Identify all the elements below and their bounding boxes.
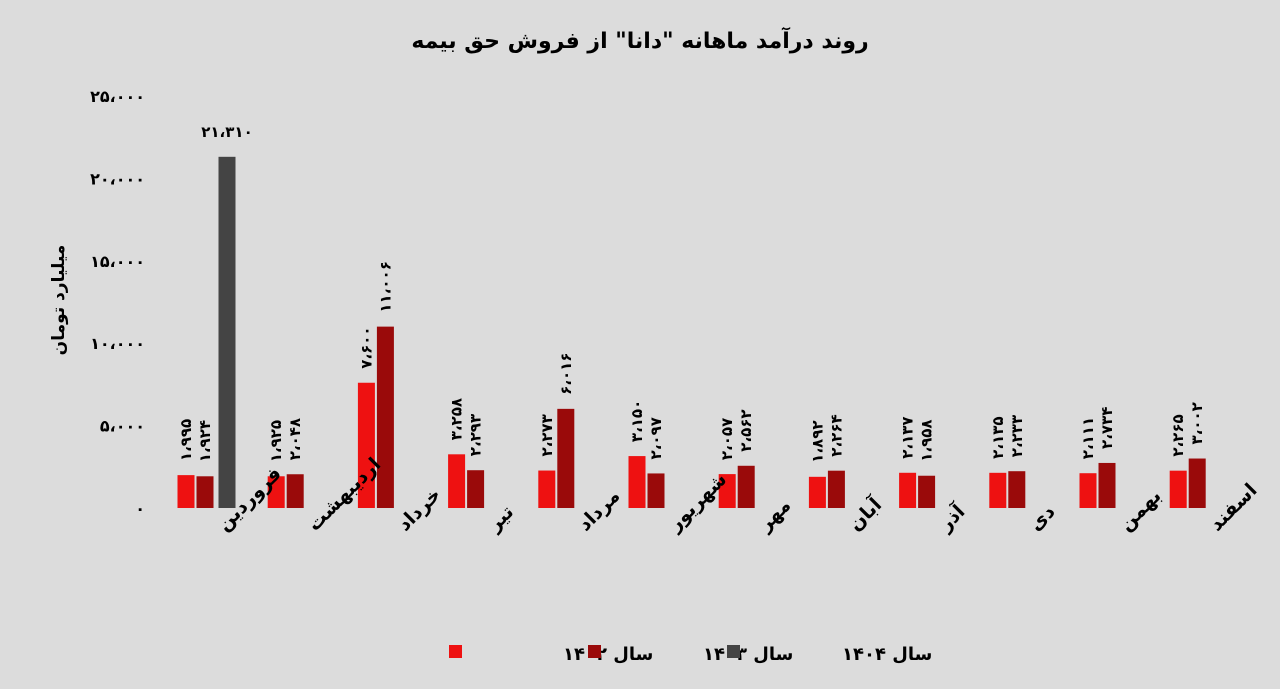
data-label: ۱،۹۲۵ [267, 420, 285, 462]
bar [218, 156, 236, 508]
bar [286, 474, 304, 508]
bar [647, 473, 665, 508]
bar [989, 472, 1007, 508]
bar [737, 465, 755, 508]
y-tick-label: ۲۰،۰۰۰ [90, 169, 145, 188]
data-label: ۷،۶۰۰ [357, 326, 375, 368]
data-label: ۲،۲۷۳ [538, 414, 556, 456]
chart-title: روند درآمد ماهانه "دانا" از فروش حق بیمه [411, 26, 868, 54]
x-tick-label: آذر [932, 499, 969, 536]
data-label: ۲،۱۳۷ [899, 416, 917, 458]
bar [467, 470, 485, 508]
bar [196, 476, 214, 508]
legend: سال ۱۴۰۲ سال ۱۴۰۳ سال ۱۴۰۴ [449, 644, 932, 665]
bar [718, 474, 736, 508]
legend-label: سال ۱۴۰۲ [563, 644, 653, 665]
x-tick-label: خرداد [393, 484, 445, 536]
legend-swatch [727, 645, 740, 658]
data-label: ۲،۲۶۵ [1169, 414, 1187, 456]
bar [899, 472, 917, 508]
y-tick-label: ۱۰،۰۰۰ [90, 334, 145, 353]
x-tick-label: مرداد [574, 485, 625, 536]
legend-swatch [588, 645, 601, 658]
bar [1008, 471, 1026, 508]
data-label: ۲،۲۳۳ [1008, 415, 1026, 457]
x-tick-label: اسفند [1205, 479, 1261, 535]
legend-label: سال ۱۴۰۴ [842, 644, 932, 665]
bar [1169, 470, 1187, 508]
bar [808, 476, 826, 508]
data-label: ۲،۱۳۵ [989, 416, 1007, 458]
data-label: ۱،۹۲۴ [196, 420, 214, 462]
data-label: ۳،۱۵۰ [628, 400, 646, 442]
data-label: ۲،۵۶۲ [737, 409, 755, 451]
y-tick-label: ۰ [135, 499, 145, 518]
x-tick-label: بهمن [1115, 485, 1166, 536]
bar [448, 454, 466, 508]
data-label: ۲،۰۴۸ [286, 418, 304, 460]
bar [918, 475, 936, 508]
x-tick-label: مهر [753, 494, 795, 536]
bar [628, 456, 646, 508]
data-label: ۱،۹۵۸ [918, 419, 936, 461]
data-label: ۲،۲۹۳ [467, 414, 485, 456]
bar [357, 382, 375, 508]
bar [827, 470, 845, 508]
data-label: ۱۱،۰۰۶ [376, 261, 394, 312]
bar [1098, 462, 1116, 508]
y-tick-label: ۵،۰۰۰ [100, 417, 145, 436]
bar [557, 408, 575, 508]
y-axis-ticks: ۰ ۵،۰۰۰ ۱۰،۰۰۰ ۱۵،۰۰۰ ۲۰،۰۰۰ ۲۵،۰۰۰ [90, 87, 145, 518]
bar [1079, 473, 1097, 508]
data-label: ۲،۱۱۱ [1079, 417, 1097, 459]
legend-label: سال ۱۴۰۳ [703, 644, 793, 665]
y-axis-label: میلیارد تومان [49, 245, 69, 356]
data-label: ۱،۸۹۲ [808, 420, 826, 462]
data-label: ۲،۲۶۴ [827, 414, 845, 456]
data-label: ۲،۰۵۷ [718, 418, 736, 460]
bar [538, 470, 556, 508]
bar [376, 326, 394, 508]
data-label: ۱،۹۹۵ [177, 419, 195, 461]
legend-swatch [449, 645, 462, 658]
y-tick-label: ۲۵،۰۰۰ [90, 87, 145, 106]
bars [177, 156, 1206, 508]
data-label: ۲،۰۹۷ [647, 417, 665, 459]
bar [1188, 458, 1206, 508]
y-tick-label: ۱۵،۰۰۰ [90, 252, 145, 271]
x-tick-label: تیر [483, 501, 518, 536]
x-tick-label: دی [1025, 501, 1060, 536]
bar [267, 476, 285, 508]
data-label: ۲۱،۳۱۰ [201, 123, 252, 141]
data-label: ۳،۲۵۸ [448, 398, 466, 440]
data-label: ۶،۰۱۶ [557, 353, 575, 395]
data-label: ۳،۰۰۲ [1188, 402, 1206, 444]
bar [177, 475, 195, 508]
x-tick-label: آبان [843, 492, 886, 535]
data-label: ۲،۷۳۴ [1098, 407, 1116, 449]
